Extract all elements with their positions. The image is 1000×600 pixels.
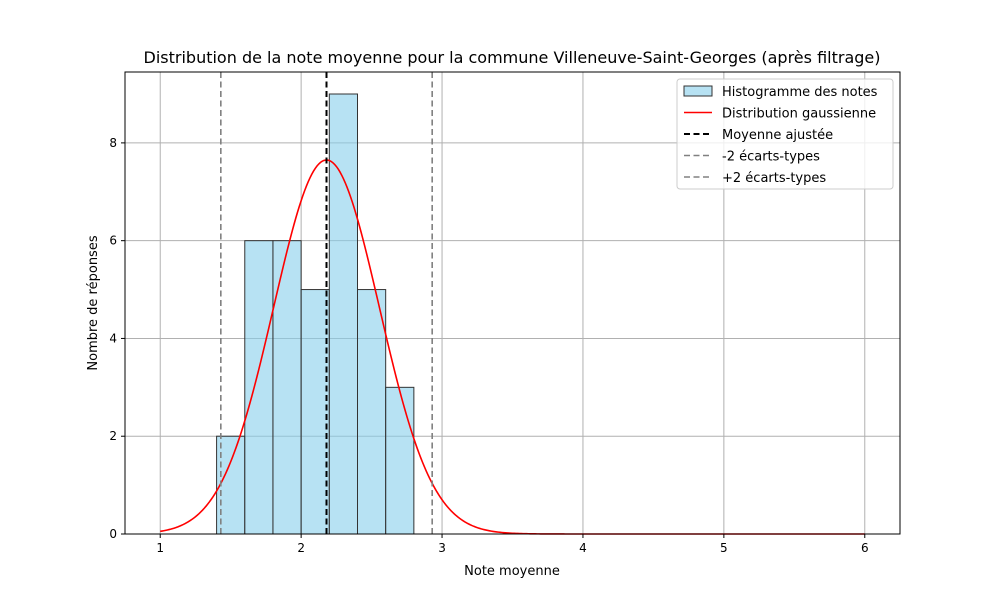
y-tick-label: 8 bbox=[109, 136, 117, 150]
y-tick-label: 6 bbox=[109, 234, 117, 248]
plot-frame bbox=[124, 71, 901, 535]
x-tick-label: 3 bbox=[438, 541, 446, 555]
x-tick-label: 5 bbox=[720, 541, 728, 555]
y-tick-label: 0 bbox=[109, 527, 117, 541]
y-axis-label: Nombre de réponses bbox=[86, 235, 101, 370]
histogram-bar bbox=[385, 386, 415, 535]
y-axis-ticks: 0 2 4 6 8 bbox=[109, 136, 125, 541]
histogram-bar bbox=[357, 289, 387, 535]
legend-label: +2 écarts-types bbox=[722, 171, 826, 186]
x-axis-ticks: 1 2 3 4 5 6 bbox=[156, 534, 869, 555]
x-tick-label: 6 bbox=[861, 541, 869, 555]
y-tick-label: 2 bbox=[109, 429, 117, 443]
y-tick-label: 4 bbox=[109, 331, 117, 345]
x-tick-label: 1 bbox=[156, 541, 164, 555]
legend-label: Moyenne ajustée bbox=[722, 128, 833, 143]
histogram-bar bbox=[272, 240, 302, 535]
legend-label: -2 écarts-types bbox=[722, 150, 820, 165]
legend-swatch bbox=[683, 85, 713, 97]
histogram-bar bbox=[328, 93, 358, 535]
legend-label: Histogramme des notes bbox=[722, 85, 878, 100]
x-axis-label: Note moyenne bbox=[464, 564, 560, 579]
histogram-bar bbox=[300, 289, 330, 535]
x-tick-label: 2 bbox=[297, 541, 305, 555]
legend-box bbox=[676, 78, 894, 190]
legend: Histogramme des notes Distribution gaussi… bbox=[676, 78, 894, 190]
histogram-bar bbox=[244, 240, 274, 535]
reference-lines bbox=[220, 72, 433, 534]
x-tick-label: 4 bbox=[579, 541, 587, 555]
chart-title: Distribution de la note moyenne pour la … bbox=[144, 48, 881, 67]
legend-label: Distribution gaussienne bbox=[722, 107, 876, 122]
